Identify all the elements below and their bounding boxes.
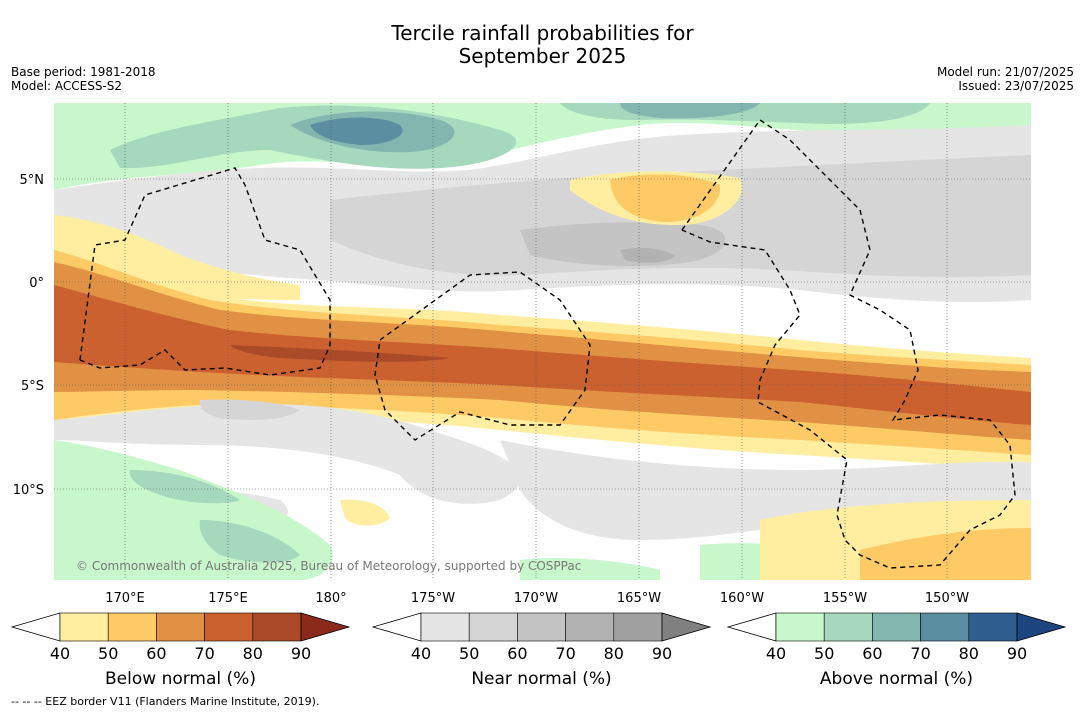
title-line-1: Tercile rainfall probabilities for <box>391 21 694 45</box>
colorbar-high-extension <box>1016 612 1067 642</box>
lat-label-10s: 10°S <box>13 483 44 498</box>
colorbar-tick-label: 40 <box>411 644 431 663</box>
colorbar-1: 40 50 60 70 80 90 Below normal (%) <box>10 612 351 689</box>
eez-borders <box>79 119 1016 569</box>
near-normal-70 <box>620 248 675 263</box>
colorbar-tick-label: 80 <box>604 644 624 663</box>
colorbar-high-extension <box>300 612 351 642</box>
lon-label-180: 180° <box>315 591 346 606</box>
above-normal-south-mid <box>520 558 660 580</box>
colorbar-high-extension <box>661 612 712 642</box>
colorbar-cell <box>204 612 254 642</box>
colorbar-tick-label: 80 <box>243 644 263 663</box>
chart-title: Tercile rainfall probabilities for Septe… <box>0 22 1085 68</box>
lon-label-175e: 175°E <box>208 591 248 606</box>
colorbar-cell <box>156 612 205 642</box>
colorbar-low-extension <box>10 612 61 642</box>
colorbar-tick-label: 40 <box>50 644 70 663</box>
colorbar-tick-label: 50 <box>459 644 479 663</box>
colorbar-tick-label: 50 <box>98 644 118 663</box>
below-normal-band-70 <box>54 285 1031 425</box>
colorbar-cell <box>968 612 1018 642</box>
colorbar-title: Below normal (%) <box>105 669 256 689</box>
colorbar-tick-label: 50 <box>814 644 834 663</box>
colorbar-tick-label: 90 <box>652 644 672 663</box>
grid-lines <box>54 103 1031 580</box>
lon-label-160w: 160°W <box>720 591 764 606</box>
lat-label-0: 0° <box>29 276 44 291</box>
near-normal-south-50 <box>199 399 300 420</box>
colorbar-cell <box>517 612 566 642</box>
below-normal-south-mid-40 <box>340 499 390 526</box>
colorbar-cell <box>420 612 470 642</box>
colorbar-cell <box>107 612 157 642</box>
colorbar-tick-label: 60 <box>146 644 166 663</box>
colorbar-cell <box>823 612 873 642</box>
lon-label-170w: 170°W <box>514 591 558 606</box>
colorbar-cell <box>920 612 970 642</box>
meta-left: Base period: 1981-2018 Model: ACCESS-S2 <box>11 65 156 93</box>
colorbar-title: Above normal (%) <box>820 669 973 689</box>
meta-right: Model run: 21/07/2025 Issued: 23/07/2025 <box>937 65 1074 93</box>
above-normal-70-north <box>310 117 403 145</box>
latitude-labels: 5°N 0° 5°S 10°S <box>13 173 44 498</box>
colorbar-3: 40 50 60 70 80 90 Above normal (%) <box>726 612 1067 689</box>
colorbar-tick-label: 70 <box>910 644 930 663</box>
eez-footnote: -- -- -- EEZ border V11 (Flanders Marine… <box>11 695 320 708</box>
colorbar-tick-label: 60 <box>507 644 527 663</box>
below-normal-50-patch <box>610 174 721 222</box>
colorbar-tick-label: 60 <box>862 644 882 663</box>
colorbar-tick-label: 70 <box>194 644 214 663</box>
lon-label-165w: 165°W <box>617 591 661 606</box>
eez-border-phoenix <box>374 271 591 441</box>
map-area: © Commonwealth of Australia 2025, Bureau… <box>54 103 1031 580</box>
colorbar-cell <box>252 612 302 642</box>
colorbar-cell <box>775 612 825 642</box>
lon-label-155w: 155°W <box>823 591 867 606</box>
colorbar-tick-label: 40 <box>766 644 786 663</box>
near-normal-south-east <box>500 440 1031 540</box>
colorbar-cell <box>59 612 109 642</box>
colorbar-2: 40 50 60 70 80 90 Near normal (%) <box>371 612 712 689</box>
model-run: Model run: 21/07/2025 <box>936 65 1074 79</box>
near-normal-60 <box>520 222 726 266</box>
longitude-labels: 170°E 175°E 180° 175°W 170°W 165°W 160°W… <box>105 591 969 606</box>
colorbar-tick-label: 70 <box>555 644 575 663</box>
colorbar-low-extension <box>371 612 422 642</box>
lat-label-5n: 5°N <box>20 173 45 188</box>
lat-label-5s: 5°S <box>21 379 44 394</box>
model-name: Model: ACCESS-S2 <box>11 79 123 93</box>
above-normal-south-50 <box>129 470 240 504</box>
colorbar-cell <box>565 612 615 642</box>
issued-date: Issued: 23/07/2025 <box>958 79 1074 93</box>
colorbar-cell <box>613 612 663 642</box>
colorbar-tick-label: 90 <box>1007 644 1027 663</box>
title-line-2: September 2025 <box>458 44 627 68</box>
colorbar-tick-label: 90 <box>291 644 311 663</box>
copyright-text: © Commonwealth of Australia 2025, Bureau… <box>76 559 581 573</box>
below-normal-band-80 <box>230 345 450 362</box>
eez-border-line-islands <box>681 119 1016 569</box>
colorbars: 40 50 60 70 80 90 Below normal (%) 40 50 60 70 80 90… <box>10 612 1067 689</box>
colorbar-low-extension <box>726 612 777 642</box>
colorbar-title: Near normal (%) <box>471 669 611 689</box>
lon-label-150w: 150°W <box>925 591 969 606</box>
above-normal-60-north-east <box>620 103 760 119</box>
colorbar-cell <box>468 612 518 642</box>
lon-label-170e: 170°E <box>105 591 145 606</box>
above-normal-south-50b <box>199 520 300 563</box>
colorbar-tick-label: 80 <box>959 644 979 663</box>
base-period: Base period: 1981-2018 <box>11 65 156 79</box>
lon-label-175w: 175°W <box>411 591 455 606</box>
colorbar-cell <box>872 612 921 642</box>
